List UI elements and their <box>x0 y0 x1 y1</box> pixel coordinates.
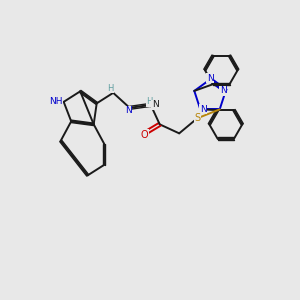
Text: O: O <box>141 130 148 140</box>
Text: N: N <box>200 105 207 114</box>
Text: S: S <box>194 113 200 123</box>
Text: H: H <box>107 84 113 93</box>
Text: N: N <box>207 74 213 82</box>
Text: H: H <box>146 97 152 106</box>
Text: N: N <box>220 86 227 95</box>
Text: N: N <box>125 106 132 115</box>
Text: N: N <box>152 100 159 109</box>
Text: NH: NH <box>50 97 63 106</box>
